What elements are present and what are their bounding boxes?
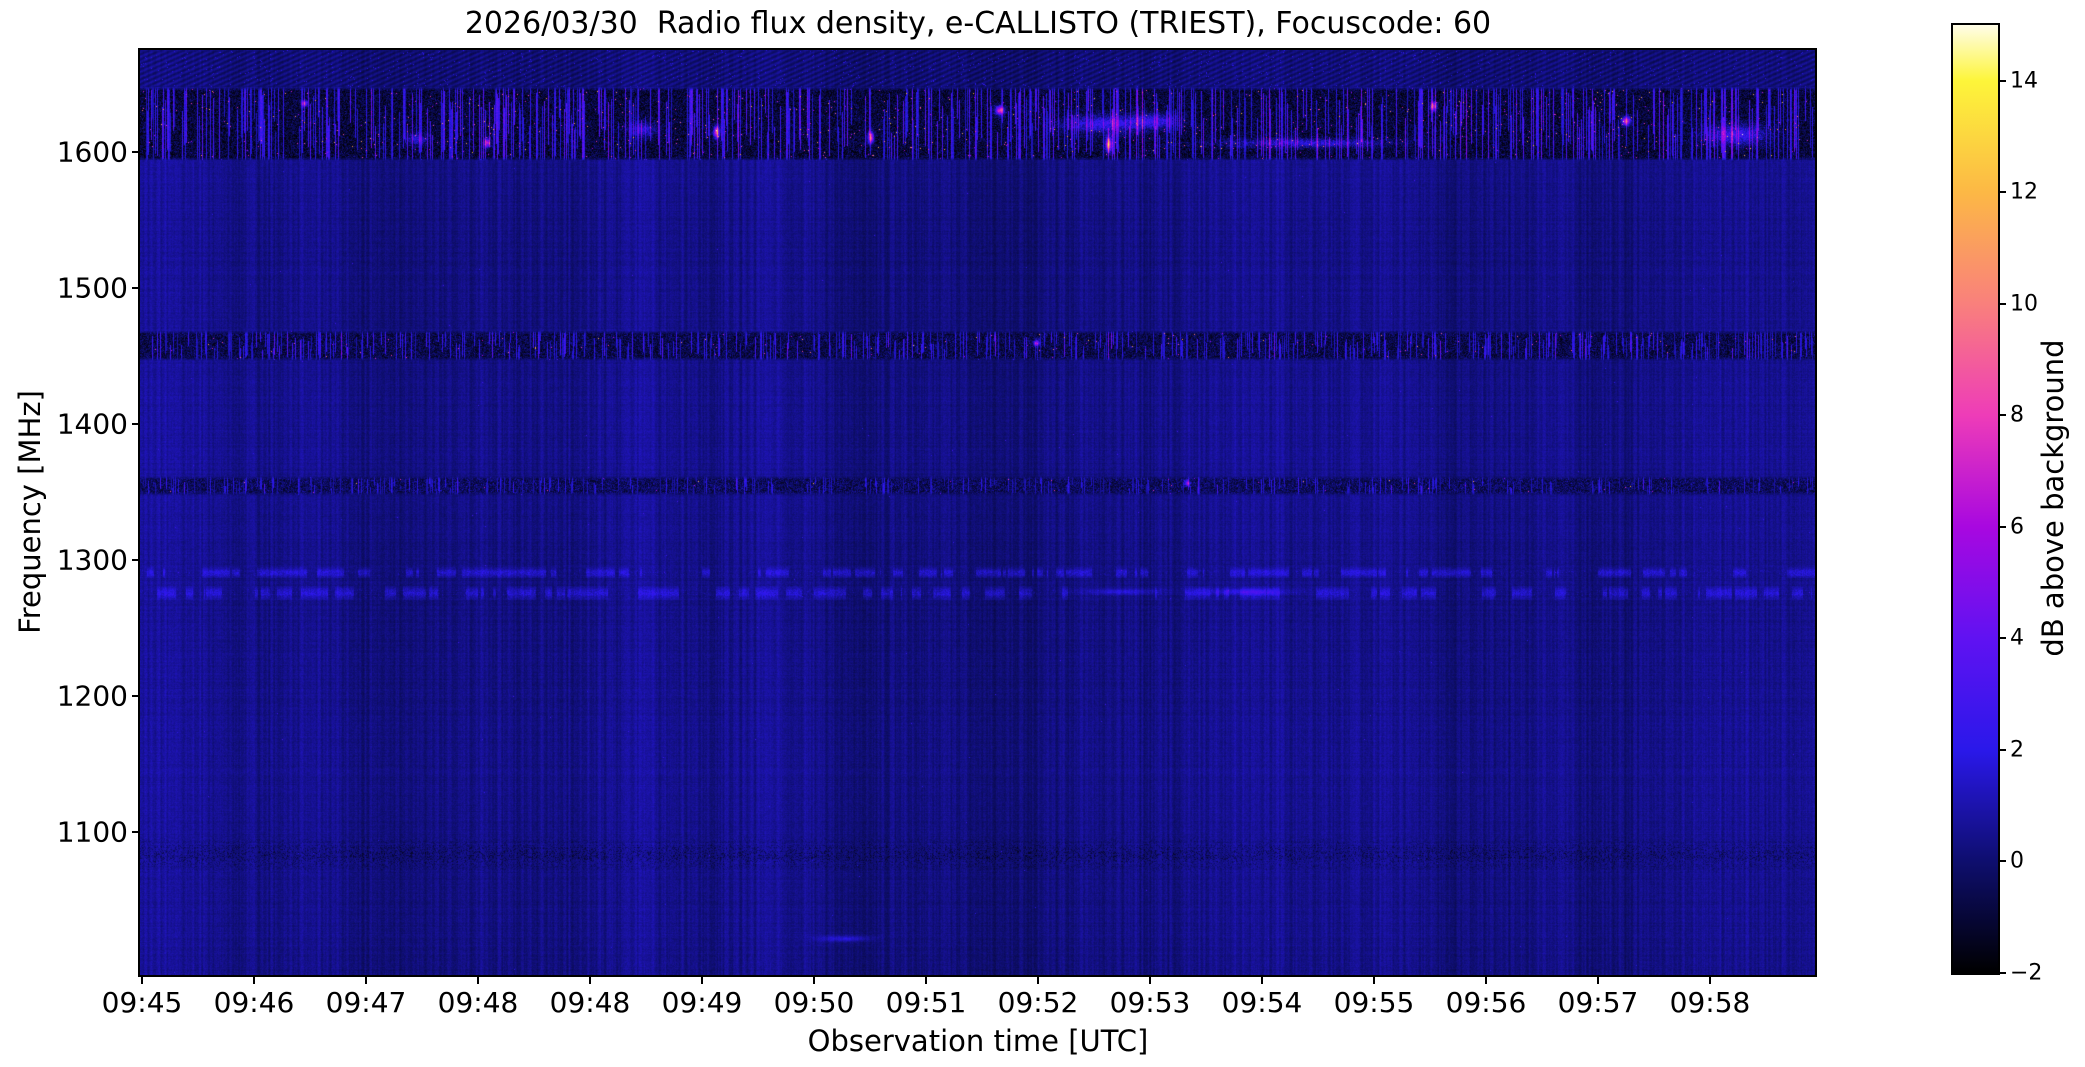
- colorbar-tick-label: 4: [2010, 625, 2024, 651]
- x-tick-label: 09:50: [773, 986, 855, 1019]
- colorbar-tick-label: 14: [2010, 68, 2038, 94]
- x-tick-label: 09:46: [213, 986, 295, 1019]
- x-tick-mark: [365, 975, 367, 984]
- y-tick-mark: [132, 287, 140, 290]
- x-tick-label: 09:58: [1669, 986, 1751, 1019]
- y-tick-mark: [132, 151, 140, 154]
- colorbar-tick-mark: [1998, 860, 2006, 863]
- y-tick-label: 1500: [56, 271, 128, 305]
- x-tick-mark: [1037, 975, 1039, 984]
- y-tick-label: 1300: [56, 543, 128, 577]
- x-tick-label: 09:45: [101, 986, 183, 1019]
- colorbar-tick-mark: [1998, 302, 2006, 305]
- chart-title: 2026/03/30 Radio flux density, e-CALLIST…: [464, 6, 1492, 41]
- y-tick-label: 1400: [56, 407, 128, 441]
- colorbar-tick-mark: [1998, 525, 2006, 528]
- colorbar-tick-label: 10: [2010, 291, 2038, 317]
- spectrogram-canvas: [140, 50, 1815, 975]
- colorbar-tick-label: 6: [2010, 514, 2024, 540]
- x-tick-mark: [1485, 975, 1487, 984]
- colorbar-tick-mark: [1998, 637, 2006, 640]
- colorbar-tick-label: 8: [2010, 402, 2024, 428]
- x-tick-mark: [589, 975, 591, 984]
- x-tick-mark: [477, 975, 479, 984]
- x-tick-mark: [925, 975, 927, 984]
- y-tick-mark: [132, 831, 140, 834]
- colorbar-tick-mark: [1998, 191, 2006, 194]
- colorbar-tick-label: 2: [2010, 737, 2024, 763]
- y-tick-mark: [132, 695, 140, 698]
- x-tick-mark: [253, 975, 255, 984]
- x-tick-mark: [1149, 975, 1151, 984]
- colorbar-tick-label: 0: [2010, 848, 2024, 874]
- x-tick-label: 09:55: [1333, 986, 1415, 1019]
- x-tick-label: 09:57: [1557, 986, 1639, 1019]
- plot-area: [138, 48, 1817, 977]
- y-tick-label: 1600: [56, 135, 128, 169]
- x-tick-mark: [1597, 975, 1599, 984]
- y-tick-mark: [132, 559, 140, 562]
- x-tick-mark: [701, 975, 703, 984]
- x-tick-mark: [1709, 975, 1711, 984]
- x-tick-label: 09:49: [661, 986, 743, 1019]
- colorbar-tick-mark: [1998, 79, 2006, 82]
- x-tick-label: 09:54: [1221, 986, 1303, 1019]
- x-tick-label: 09:48: [549, 986, 631, 1019]
- colorbar-tick-label: −2: [2010, 960, 2043, 986]
- x-axis-label: Observation time [UTC]: [807, 1024, 1149, 1058]
- x-tick-label: 09:56: [1445, 986, 1527, 1019]
- x-tick-label: 09:48: [437, 986, 519, 1019]
- y-axis-label: Frequency [MHz]: [13, 390, 47, 634]
- y-tick-mark: [132, 423, 140, 426]
- x-tick-mark: [813, 975, 815, 984]
- colorbar-tick-label: 12: [2010, 179, 2038, 205]
- x-tick-label: 09:47: [325, 986, 407, 1019]
- x-tick-mark: [1261, 975, 1263, 984]
- colorbar-tick-mark: [1998, 414, 2006, 417]
- x-tick-label: 09:53: [1109, 986, 1191, 1019]
- colorbar: [1951, 23, 2000, 975]
- colorbar-tick-mark: [1998, 748, 2006, 751]
- x-tick-label: 09:52: [997, 986, 1079, 1019]
- colorbar-tick-mark: [1998, 972, 2006, 974]
- y-tick-label: 1200: [56, 679, 128, 713]
- x-tick-label: 09:51: [885, 986, 967, 1019]
- x-tick-mark: [1373, 975, 1375, 984]
- y-tick-label: 1100: [56, 815, 128, 849]
- colorbar-label: dB above background: [2036, 339, 2070, 657]
- x-tick-mark: [141, 975, 143, 984]
